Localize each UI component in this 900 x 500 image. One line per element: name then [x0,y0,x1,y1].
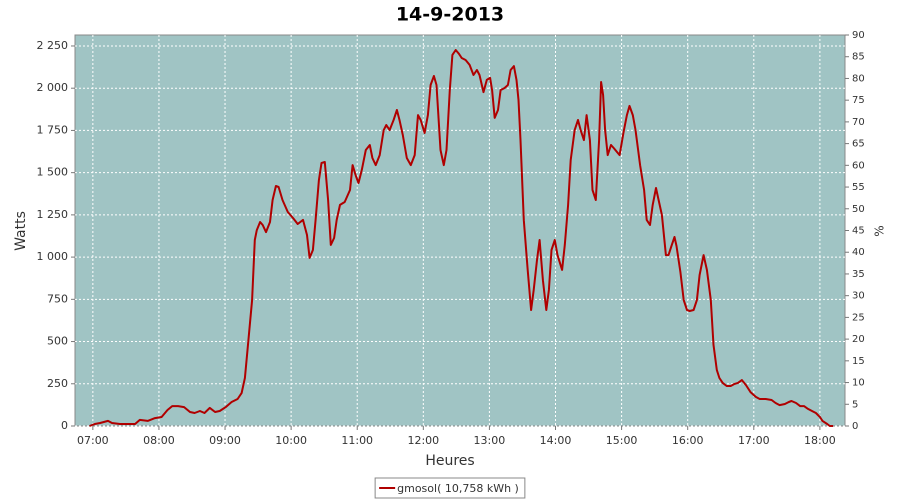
y2-tick-label: 20 [852,334,865,345]
x-tick-label: 16:00 [672,434,704,447]
x-tick-label: 18:00 [804,434,836,447]
y-tick-label: 500 [47,335,68,348]
y-tick-label: 0 [61,419,68,432]
y-tick-label: 1 500 [37,166,69,179]
y2-tick-label: 70 [852,117,865,128]
y2-tick-label: 15 [852,356,865,367]
legend: gmosol( 10,758 kWh ) [374,477,526,499]
x-tick-label: 15:00 [606,434,638,447]
y2-tick-label: 65 [852,139,865,150]
y2-tick-label: 90 [852,30,865,41]
y2-tick-label: 25 [852,312,865,323]
y2-axis-label: % [873,225,887,236]
y2-tick-label: 75 [852,95,865,106]
y-tick-label: 750 [47,292,68,305]
x-axis-label: Heures [425,453,474,469]
plot-area [74,34,846,427]
y2-tick-label: 80 [852,73,865,84]
y2-tick-label: 35 [852,269,865,280]
y-tick-label: 2 250 [37,39,69,52]
chart-title: 14-9-2013 [396,4,504,26]
y-tick-label: 2 000 [37,81,69,94]
y2-tick-label: 30 [852,291,865,302]
legend-label: gmosol( 10,758 kWh ) [397,482,519,495]
x-tick-label: 08:00 [143,434,175,447]
x-tick-label: 17:00 [738,434,770,447]
x-tick-label: 07:00 [77,434,109,447]
x-tick-label: 10:00 [275,434,307,447]
y2-tick-label: 55 [852,182,865,193]
x-tick-label: 09:00 [209,434,241,447]
y2-tick-label: 85 [852,52,865,63]
data-line [89,49,834,427]
x-tick-label: 11:00 [341,434,373,447]
y2-tick-label: 50 [852,204,865,215]
y2-tick-label: 5 [852,399,858,410]
x-tick-label: 12:00 [407,434,439,447]
y-tick-label: 250 [47,377,68,390]
legend-box [374,477,526,499]
y-tick-label: 1 750 [37,123,69,136]
y2-tick-label: 10 [852,378,865,389]
y-tick-label: 1 000 [37,250,69,263]
x-tick-label: 13:00 [474,434,506,447]
x-tick-label: 14:00 [540,434,572,447]
y2-tick-label: 40 [852,247,865,258]
y2-tick-label: 45 [852,226,865,237]
y2-tick-label: 0 [852,421,858,432]
y-axis-label: Watts [13,211,29,251]
y-tick-label: 1 250 [37,208,69,221]
y2-tick-label: 60 [852,160,865,171]
